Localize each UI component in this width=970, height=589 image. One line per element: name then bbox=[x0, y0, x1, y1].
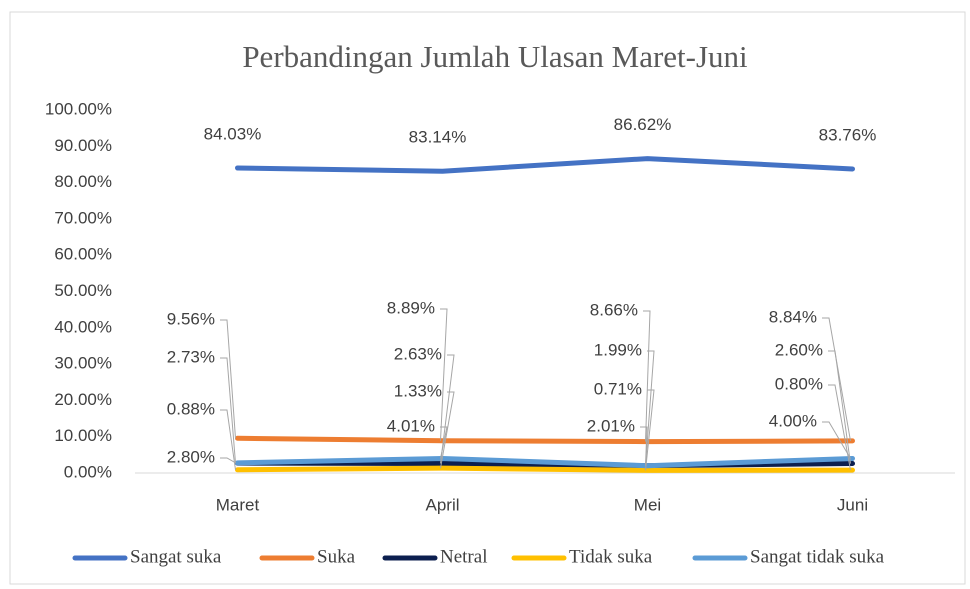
leader-line bbox=[220, 457, 236, 464]
data-label: 4.01% bbox=[387, 416, 435, 435]
data-label: 83.14% bbox=[409, 128, 467, 147]
leader-line bbox=[220, 319, 236, 439]
chart-title: Perbandingan Jumlah Ulasan Maret-Juni bbox=[242, 39, 748, 74]
series-line bbox=[235, 455, 855, 469]
data-label: 84.03% bbox=[204, 124, 262, 143]
data-label: 83.76% bbox=[819, 125, 877, 144]
y-tick-label: 10.00% bbox=[54, 426, 112, 445]
legend-label: Tidak suka bbox=[569, 546, 653, 567]
x-tick-label: Juni bbox=[837, 495, 868, 514]
leader-line bbox=[220, 409, 236, 470]
y-tick-label: 50.00% bbox=[54, 281, 112, 300]
leader-line bbox=[440, 391, 455, 469]
data-label: 2.63% bbox=[394, 344, 442, 363]
legend-label: Sangat tidak suka bbox=[750, 546, 885, 567]
legend-label: Suka bbox=[317, 546, 356, 567]
leader-line bbox=[645, 389, 655, 471]
data-label: 8.89% bbox=[387, 298, 435, 317]
data-label: 1.33% bbox=[394, 381, 442, 400]
leader-line bbox=[828, 350, 851, 464]
series-line bbox=[235, 460, 855, 469]
y-tick-label: 80.00% bbox=[54, 172, 112, 191]
legend-label: Netral bbox=[440, 546, 487, 567]
data-label: 86.62% bbox=[614, 115, 672, 134]
x-tick-label: April bbox=[425, 495, 459, 514]
leader-line bbox=[440, 308, 448, 441]
x-tick-label: Mei bbox=[634, 495, 661, 514]
y-tick-label: 40.00% bbox=[54, 317, 112, 336]
y-tick-label: 70.00% bbox=[54, 208, 112, 227]
x-tick-label: Maret bbox=[216, 495, 260, 514]
data-label: 4.00% bbox=[769, 411, 817, 430]
y-tick-label: 100.00% bbox=[45, 99, 112, 118]
data-label: 2.80% bbox=[167, 447, 215, 466]
leader-line bbox=[822, 421, 851, 459]
leader-line bbox=[440, 426, 448, 459]
leader-line bbox=[643, 310, 651, 442]
data-label: 8.84% bbox=[769, 307, 817, 326]
leader-line bbox=[640, 426, 648, 466]
series-line bbox=[235, 465, 855, 473]
y-tick-label: 0.00% bbox=[64, 462, 112, 481]
y-tick-label: 30.00% bbox=[54, 354, 112, 373]
y-tick-label: 20.00% bbox=[54, 390, 112, 409]
series-line bbox=[235, 435, 855, 445]
legend-label: Sangat suka bbox=[130, 546, 222, 567]
data-label: 2.60% bbox=[775, 340, 823, 359]
data-label: 8.66% bbox=[590, 300, 638, 319]
leader-line bbox=[822, 317, 851, 441]
data-label: 9.56% bbox=[167, 309, 215, 328]
data-label: 0.80% bbox=[775, 374, 823, 393]
data-label: 0.88% bbox=[167, 399, 215, 418]
leader-line bbox=[828, 384, 851, 471]
leader-line bbox=[645, 350, 655, 466]
data-label: 2.01% bbox=[587, 416, 635, 435]
chart-area bbox=[9, 11, 966, 585]
y-tick-label: 90.00% bbox=[54, 136, 112, 155]
series-line bbox=[235, 156, 855, 174]
leader-line bbox=[220, 357, 236, 464]
y-tick-label: 60.00% bbox=[54, 245, 112, 264]
data-label: 2.73% bbox=[167, 347, 215, 366]
data-label: 0.71% bbox=[594, 379, 642, 398]
data-label: 1.99% bbox=[594, 340, 642, 359]
